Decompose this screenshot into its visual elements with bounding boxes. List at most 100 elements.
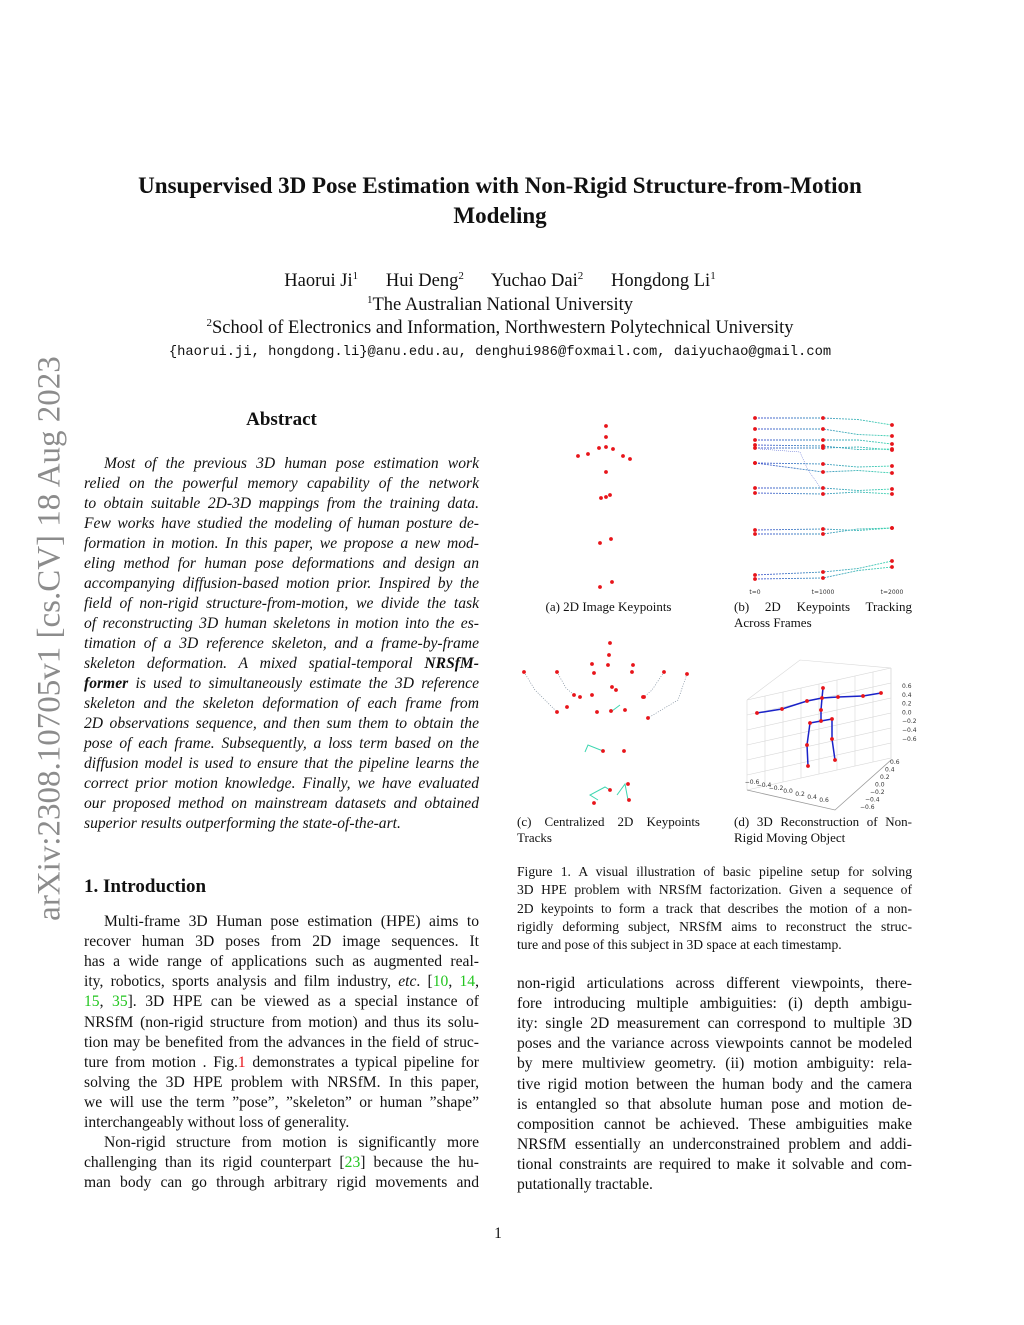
track-keypoint	[821, 527, 825, 531]
affiliation: 1The Australian National University	[367, 294, 633, 316]
caption-line: ture and pose of this subject in 3D spac…	[517, 937, 912, 953]
track-keypoint	[753, 486, 757, 490]
author-list: Haorui Ji1 Hui Deng2 Yuchao Dai2 Hongdon…	[0, 270, 1000, 292]
track-keypoint	[890, 526, 894, 530]
figure-reference-link[interactable]: 1	[237, 1053, 246, 1071]
text-line: ture from motion . Fig.1 demonstrates a …	[84, 1053, 479, 1073]
abstract-line: skeleton and the skeleton deformation of…	[84, 694, 479, 714]
citation-link[interactable]: 23	[344, 1154, 361, 1172]
page-number: 1	[494, 1225, 502, 1242]
track-keypoint	[890, 487, 894, 491]
centralized-keypoint	[590, 662, 594, 666]
text-span: eling method for human pose deformations…	[84, 555, 479, 572]
keypoint-track	[589, 786, 611, 801]
text-line: poses and the variance across viewpoints…	[517, 1034, 912, 1054]
abstract-line: to obtain suitable 2D-3D mappings from t…	[84, 494, 479, 514]
text-span: diffusion model is used to ensure that t…	[84, 755, 479, 772]
text-span: tional constraints are required to make …	[517, 1155, 912, 1173]
text-span: etc	[398, 973, 417, 991]
citation-link[interactable]: 35	[112, 993, 128, 1011]
section-heading-introduction: 1. Introduction	[84, 876, 207, 897]
z-axis-tick-label: 0.4	[902, 692, 912, 699]
text-span: poses and the variance across viewpoints…	[517, 1035, 912, 1053]
centralized-keypoint	[623, 708, 627, 712]
abstract-line: our proposed method on mainstream datase…	[84, 794, 479, 814]
grid-line	[746, 659, 892, 701]
x-axis-tick-label: 0.6	[819, 797, 829, 804]
caption-line: 3D HPE problem with NRSfM factorization.…	[517, 882, 912, 898]
text-span: to obtain suitable 2D-3D mappings from t…	[84, 495, 479, 512]
text-span: field of non-rigid structure-from-motion…	[84, 595, 479, 612]
track-keypoint	[890, 492, 894, 496]
centralized-keypoint	[555, 710, 559, 714]
image-keypoint	[621, 454, 625, 458]
text-line: recover human 3D poses from 2D image seq…	[84, 932, 479, 952]
z-axis-tick-label: −0.6	[902, 736, 917, 743]
centralized-keypoint	[592, 671, 596, 675]
track-keypoint	[821, 438, 825, 442]
text-line: Multi-frame 3D Human pose estimation (HP…	[104, 912, 479, 932]
track-keypoint	[753, 577, 757, 581]
abstract-line: 2D observations sequence, and then sum t…	[84, 714, 479, 734]
image-keypoint	[576, 454, 580, 458]
text-span: Most of the previous 3D human pose estim…	[104, 455, 479, 472]
text-line: tive rigid motion between the human body…	[517, 1075, 912, 1095]
paper-title-line1: Unsupervised 3D Pose Estimation with Non…	[138, 173, 862, 198]
y-axis-tick-label: 0.0	[875, 782, 885, 789]
track-keypoint	[821, 446, 825, 450]
text-span: 2D keypoints to form a track that descri…	[517, 900, 912, 916]
text-span: demonstrates a typical pipeline for	[245, 1053, 479, 1071]
image-keypoint	[608, 493, 612, 497]
keypoint-track	[616, 782, 629, 801]
text-span: recover human 3D poses from 2D image seq…	[84, 933, 479, 951]
text-span: challenging than its rigid counterpart [	[84, 1154, 345, 1172]
text-span: composition cannot be achieved. These am…	[517, 1115, 912, 1133]
abstract-line: of reconstructing 3D human skeletons in …	[84, 614, 479, 634]
text-span: timation of a 3D reference skeleton, and…	[84, 635, 479, 652]
text-span: former	[84, 675, 129, 692]
text-span: fore introducing multiple ambiguities: (…	[517, 995, 912, 1013]
text-span: ity, robotics, sports analysis and film …	[84, 973, 399, 991]
citation-link[interactable]: 15	[84, 993, 100, 1011]
text-span: NRSfM-	[424, 655, 479, 672]
keypoint-track	[754, 560, 893, 576]
citation-link[interactable]: 10	[432, 973, 449, 991]
author-emails[interactable]: {haorui.ji, hongdong.li}@anu.edu.au, den…	[168, 345, 832, 360]
image-keypoint	[604, 424, 608, 428]
x-axis-tick-label: 0.0	[783, 788, 793, 795]
text-span: skeleton and the skeleton deformation of…	[84, 695, 479, 712]
abstract-line: correct prior motion knowledge. Finally,…	[84, 774, 479, 794]
panel-caption-d: Rigid Moving Object	[734, 830, 846, 845]
centralized-keypoint	[607, 653, 611, 657]
skeleton-bone	[820, 687, 824, 721]
y-axis-tick-label: 0.2	[880, 774, 890, 781]
panel-caption-c: (c) Centralized 2D Keypoints	[517, 814, 700, 829]
abstract-line: pose of each frame. Subsequently, a loss…	[84, 734, 479, 754]
text-span: ture from motion . Fig.	[84, 1053, 238, 1071]
text-span: has a wide range of applications such as…	[84, 953, 479, 971]
image-keypoint	[598, 541, 602, 545]
text-line: fore introducing multiple ambiguities: (…	[517, 994, 912, 1014]
text-span: skeleton deformation. A mixed spatial-te…	[84, 655, 425, 672]
image-keypoint	[604, 495, 608, 499]
track-keypoint	[753, 461, 757, 465]
text-line: putationally tractable.	[517, 1175, 912, 1195]
text-span: of reconstructing 3D human skeletons in …	[84, 615, 479, 632]
keypoint-track	[643, 671, 665, 698]
abstract-line: formation in motion. In this paper, we p…	[84, 534, 479, 554]
grid-line	[746, 757, 892, 791]
grid-line	[746, 742, 892, 776]
image-keypoint	[611, 447, 615, 451]
panel-caption-a: (a) 2D Image Keypoints	[545, 599, 672, 614]
keypoint-track	[523, 671, 558, 713]
text-line: by mere multiview geometry. (ii) motion …	[517, 1054, 912, 1074]
citation-link[interactable]: 14	[459, 973, 476, 991]
z-axis-tick-label: 0.0	[902, 709, 912, 716]
track-keypoint	[753, 416, 757, 420]
text-line: man body can go through arbitrary rigid …	[84, 1173, 479, 1193]
text-span: NRSfM (non-rigid structure from motion) …	[84, 1013, 479, 1031]
track-keypoint	[753, 443, 757, 447]
text-span: accompanying diffusion-based motion prio…	[84, 575, 479, 592]
grid-line	[746, 727, 892, 761]
track-keypoint	[753, 427, 757, 431]
